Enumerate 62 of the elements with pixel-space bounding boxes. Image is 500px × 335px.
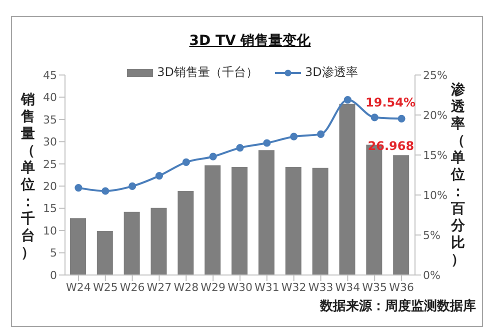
chart-title: 3D TV 销售量变化 (189, 33, 311, 49)
y-tick-label: 45 (43, 68, 57, 82)
bar (339, 104, 356, 275)
x-tick-label: W25 (92, 280, 118, 294)
y2-tick-label: 15% (423, 148, 448, 162)
x-tick-label: W30 (228, 280, 252, 294)
y-tick-label: 30 (43, 136, 57, 149)
point (370, 114, 378, 122)
point (263, 139, 271, 147)
source-note: 数据来源：周度监测数据库 (320, 298, 476, 315)
point (128, 182, 136, 190)
y-tick-label: 15 (43, 202, 57, 216)
x-tick-label: W31 (254, 280, 280, 294)
legend-label: 3D渗透率 (305, 64, 358, 81)
point (102, 187, 110, 195)
y2-tick-label: 5% (423, 228, 440, 242)
bar (96, 231, 113, 275)
y-tick-label: 10 (43, 224, 57, 238)
y2-tick-label: 20% (423, 108, 448, 122)
y2-tick-label: 25% (423, 68, 448, 82)
bar (312, 168, 328, 275)
y-tick-label: 20 (43, 180, 57, 194)
bar (393, 155, 410, 275)
point (398, 114, 406, 122)
bar (204, 165, 221, 275)
bar (258, 150, 274, 275)
y-tick-label: 40 (43, 91, 57, 104)
text: 渗透率（单位：百分比） (451, 82, 465, 268)
point (182, 158, 190, 166)
x-tick-label: W26 (120, 280, 145, 294)
point (74, 184, 82, 192)
bar (150, 208, 167, 275)
bar (232, 167, 248, 275)
point (236, 144, 244, 152)
point (290, 132, 298, 140)
x-tick-label: W29 (200, 280, 226, 294)
legend-label: 3D销售量（千台） (157, 64, 258, 81)
x-tick-label: W24 (66, 280, 91, 294)
x-tick-label: W32 (281, 280, 306, 294)
bar (124, 212, 140, 275)
bar (70, 218, 86, 275)
x-tick-label: W28 (174, 280, 199, 294)
y2-tick-label: 10% (423, 188, 448, 202)
point (316, 130, 325, 138)
y-tick-label: 5 (50, 246, 57, 260)
point (155, 172, 164, 180)
x-tick-label: W27 (146, 280, 172, 294)
point (209, 152, 217, 160)
y2-tick-label: 0% (423, 268, 440, 282)
bar (285, 167, 302, 275)
point (344, 96, 352, 104)
text: 销售量（单位：千台） (21, 92, 35, 261)
y-tick-label: 35 (43, 113, 57, 126)
x-tick-label: W36 (389, 280, 414, 294)
x-tick-label: W35 (362, 280, 388, 294)
y-tick-label: 25 (43, 158, 57, 171)
y-tick-label: 0 (50, 268, 57, 282)
data-label: 19.54% (366, 96, 416, 110)
x-tick-label: W34 (335, 280, 360, 294)
bar (178, 191, 194, 275)
data-label: 26.968 (368, 139, 414, 154)
x-tick-label: W33 (308, 280, 334, 294)
